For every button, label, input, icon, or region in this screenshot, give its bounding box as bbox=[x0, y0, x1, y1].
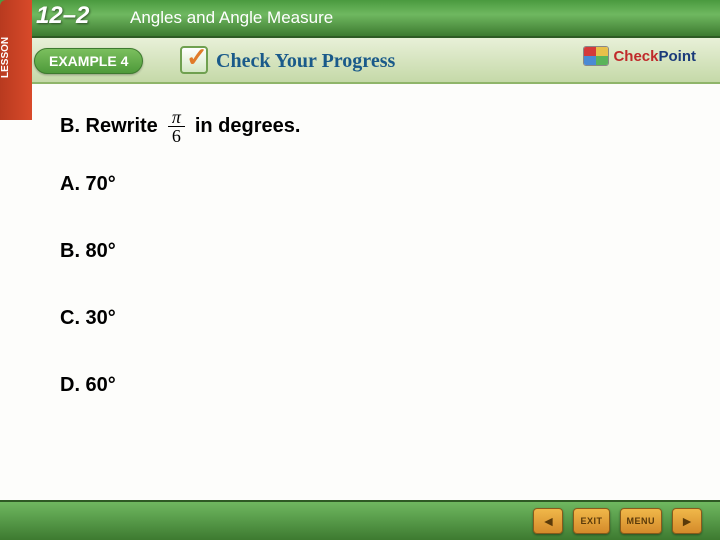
checkpoint-icon bbox=[583, 46, 609, 66]
chapter-number: 12–2 bbox=[36, 2, 89, 30]
exit-button[interactable]: EXIT bbox=[573, 508, 609, 534]
lesson-tab: LESSON bbox=[0, 0, 32, 120]
content-area: B. Rewrite π 6 in degrees. A. 70° B. 80°… bbox=[60, 108, 680, 441]
option-c[interactable]: C. 30° bbox=[60, 307, 680, 330]
prev-button[interactable]: ◄ bbox=[533, 508, 563, 534]
question-text: B. Rewrite π 6 in degrees. bbox=[60, 108, 680, 145]
fraction-denominator: 6 bbox=[168, 127, 185, 145]
checkpoint-label: CheckPoint bbox=[613, 48, 696, 65]
menu-button[interactable]: MENU bbox=[620, 508, 663, 534]
next-button[interactable]: ► bbox=[672, 508, 702, 534]
example-badge: EXAMPLE 4 bbox=[34, 48, 143, 74]
option-b[interactable]: B. 80° bbox=[60, 240, 680, 263]
question-suffix: in degrees. bbox=[195, 115, 301, 138]
fraction-numerator: π bbox=[168, 108, 185, 127]
checkmark-icon bbox=[180, 46, 208, 74]
header-bar: 12–2 Angles and Angle Measure bbox=[0, 0, 720, 38]
check-your-progress-title: Check Your Progress bbox=[216, 50, 395, 73]
option-d[interactable]: D. 60° bbox=[60, 374, 680, 397]
chapter-title: Angles and Angle Measure bbox=[130, 8, 333, 28]
fraction: π 6 bbox=[168, 108, 185, 145]
option-a[interactable]: A. 70° bbox=[60, 173, 680, 196]
checkpoint-badge[interactable]: CheckPoint bbox=[583, 46, 696, 66]
question-prefix: B. Rewrite bbox=[60, 115, 158, 138]
footer-bar: ◄ EXIT MENU ► bbox=[0, 500, 720, 540]
